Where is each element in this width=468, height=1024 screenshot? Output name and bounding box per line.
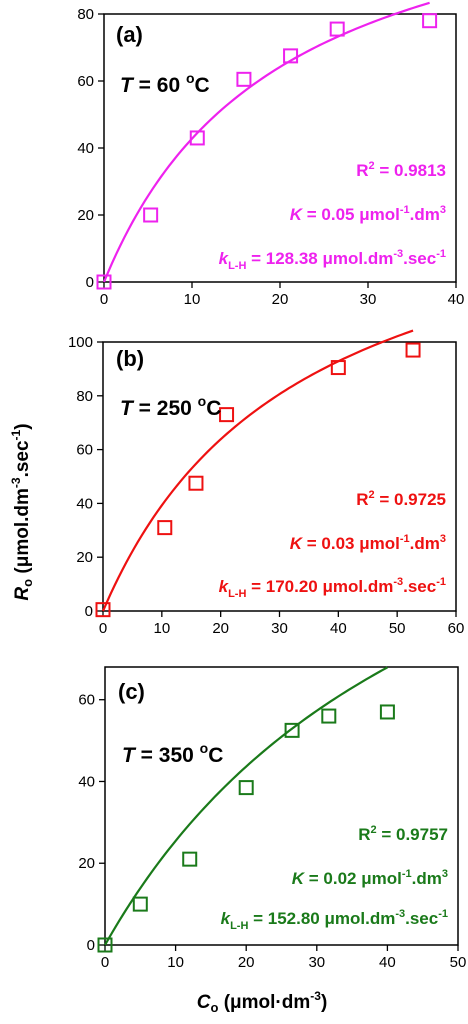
y-tick-label: 40 [78,773,95,790]
data-point [321,708,337,724]
panel-label: (b) [116,346,144,371]
x-tick-label: 40 [330,620,347,637]
temperature-label: T = 250 oC [120,393,221,420]
data-point [97,937,113,953]
x-tick-label: 0 [100,291,108,308]
data-point [189,130,205,146]
y-tick-label: 20 [78,855,95,872]
x-tick-label: 60 [448,620,465,637]
temperature-label: T = 60 oC [120,70,210,97]
data-point [132,896,148,912]
x-tick-label: 30 [360,291,377,308]
panels: 0 10 20 30 40 0 20 40 60 80 (a) T = 60 oC R2 = 0.981… [68,1,467,971]
data-point [238,780,254,796]
data-point [283,48,299,64]
plot-frame [102,341,457,612]
k-constant-label: K = 0.05 μmol-1.dm3 [290,204,446,224]
plot-frame [103,13,457,283]
k-constant-label: K = 0.03 μmol-1.dm3 [290,533,446,553]
fit-curve [102,1,430,283]
chart-panel-2: 0 10 20 30 40 50 60 0 20 40 60 80 100 (b) T = 250 oC R2… [68,329,465,637]
fit-curve [104,666,388,946]
data-point [182,851,198,867]
x-tick-label: 10 [167,954,184,971]
data-point [405,342,421,358]
data-point [157,520,173,536]
y-tick-label: 20 [77,207,94,224]
x-tick-label: 20 [212,620,229,637]
chart-panel-1: 0 10 20 30 40 0 20 40 60 80 (a) T = 60 oC R2 = 0.981… [77,1,465,308]
y-tick-label: 0 [87,937,95,954]
rate-constant-label: kL-H = 170.20 μmol.dm-3.sec-1 [219,576,446,600]
y-tick-label: 80 [77,6,94,23]
data-point [329,21,345,37]
data-point [284,722,300,738]
data-point [330,360,346,376]
panel-label: (c) [118,679,145,704]
y-tick-label: 0 [86,274,94,291]
data-point [236,71,252,87]
data-point [95,602,111,618]
data-point [219,407,235,423]
k-constant-label: K = 0.02 μmol-1.dm3 [292,868,448,888]
data-point [96,274,112,290]
y-tick-label: 20 [76,549,93,566]
y-tick-label: 100 [68,334,93,351]
x-tick-label: 10 [184,291,201,308]
rate-constant-label: kL-H = 128.38 μmol.dm-3.sec-1 [219,248,446,272]
chart-panel-3: 0 10 20 30 40 50 0 20 40 60 (c) T = 350 oC R2 = 0.97… [78,666,467,971]
data-point [143,207,159,223]
x-tick-label: 20 [272,291,289,308]
x-tick-label: 50 [389,620,406,637]
y-tick-label: 60 [78,692,95,709]
x-tick-label: 30 [308,954,325,971]
x-axis-title: Co (μmol·dm-3) [197,989,328,1015]
y-axis-title: Ro (μmol.dm-3.sec-1) [9,423,35,600]
temperature-label: T = 350 oC [122,740,223,767]
x-tick-label: 50 [450,954,467,971]
x-tick-label: 40 [448,291,465,308]
plot-frame [104,666,459,946]
data-point [422,13,438,29]
data-point [379,704,395,720]
y-tick-label: 0 [85,603,93,620]
x-tick-label: 0 [101,954,109,971]
r-squared-label: R2 = 0.9757 [358,824,448,844]
x-tick-label: 0 [99,620,107,637]
y-tick-label: 40 [77,140,94,157]
y-tick-label: 60 [77,73,94,90]
panel-label: (a) [116,22,143,47]
data-point [188,475,204,491]
y-tick-label: 40 [76,495,93,512]
fit-curve [101,329,414,612]
x-tick-label: 20 [238,954,255,971]
x-tick-label: 40 [379,954,396,971]
y-tick-label: 80 [76,388,93,405]
r-squared-label: R2 = 0.9813 [356,160,446,180]
rate-constant-label: kL-H = 152.80 μmol.dm-3.sec-1 [221,908,448,932]
x-tick-label: 10 [153,620,170,637]
x-tick-label: 30 [271,620,288,637]
y-tick-label: 60 [76,442,93,459]
r-squared-label: R2 = 0.9725 [356,489,446,509]
